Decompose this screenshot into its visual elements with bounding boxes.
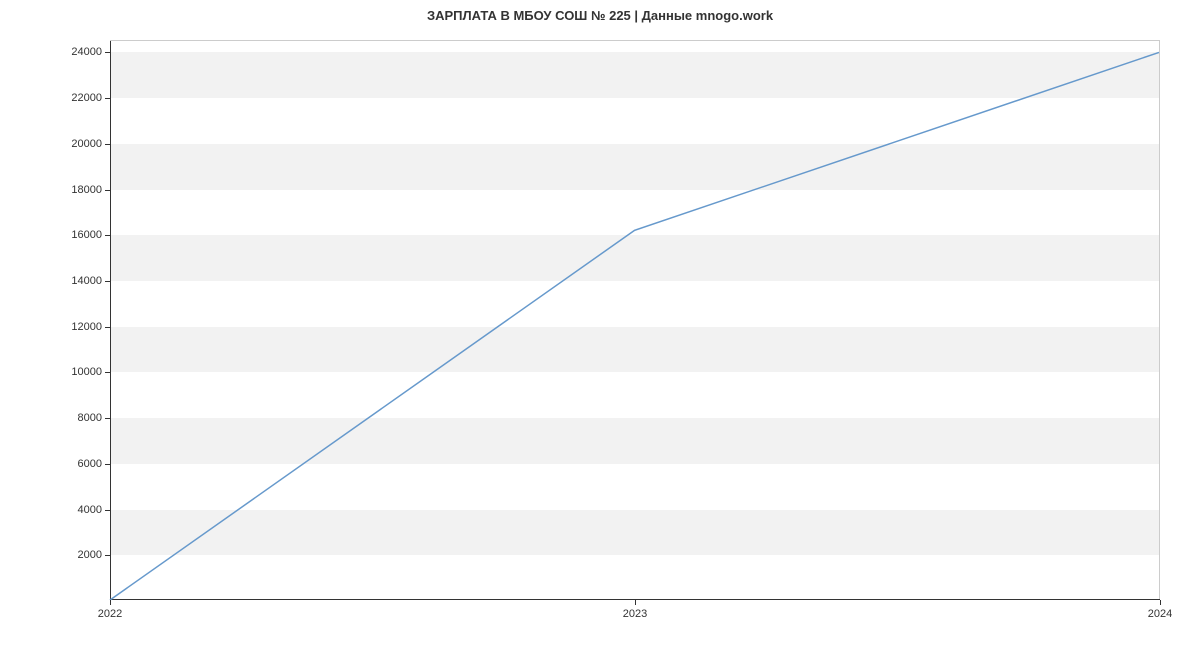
x-tick-label: 2022 xyxy=(98,608,122,620)
y-tick-label: 10000 xyxy=(71,366,102,378)
y-tick-label: 18000 xyxy=(71,184,102,196)
series-line-salary xyxy=(110,52,1159,600)
line-series xyxy=(110,41,1159,600)
y-tick-mark xyxy=(105,464,110,465)
y-tick-mark xyxy=(105,190,110,191)
x-tick-label: 2023 xyxy=(623,608,647,620)
y-tick-mark xyxy=(105,144,110,145)
y-tick-mark xyxy=(105,327,110,328)
y-tick-mark xyxy=(105,510,110,511)
x-tick-label: 2024 xyxy=(1148,608,1172,620)
y-tick-mark xyxy=(105,555,110,556)
y-tick-label: 6000 xyxy=(78,458,102,470)
y-tick-label: 2000 xyxy=(78,549,102,561)
y-tick-label: 4000 xyxy=(78,504,102,516)
y-tick-mark xyxy=(105,52,110,53)
y-tick-mark xyxy=(105,281,110,282)
salary-line-chart: ЗАРПЛАТА В МБОУ СОШ № 225 | Данные mnogo… xyxy=(0,0,1200,650)
y-tick-label: 8000 xyxy=(78,412,102,424)
y-tick-label: 24000 xyxy=(71,46,102,58)
y-tick-mark xyxy=(105,235,110,236)
y-tick-label: 16000 xyxy=(71,229,102,241)
x-tick-mark xyxy=(110,600,111,605)
y-tick-label: 22000 xyxy=(71,92,102,104)
chart-title: ЗАРПЛАТА В МБОУ СОШ № 225 | Данные mnogo… xyxy=(0,8,1200,23)
y-tick-label: 14000 xyxy=(71,275,102,287)
y-tick-mark xyxy=(105,418,110,419)
y-tick-label: 12000 xyxy=(71,321,102,333)
y-tick-mark xyxy=(105,372,110,373)
x-tick-mark xyxy=(1160,600,1161,605)
y-tick-label: 20000 xyxy=(71,138,102,150)
x-tick-mark xyxy=(635,600,636,605)
plot-area: 2000400060008000100001200014000160001800… xyxy=(110,40,1160,600)
y-tick-mark xyxy=(105,98,110,99)
